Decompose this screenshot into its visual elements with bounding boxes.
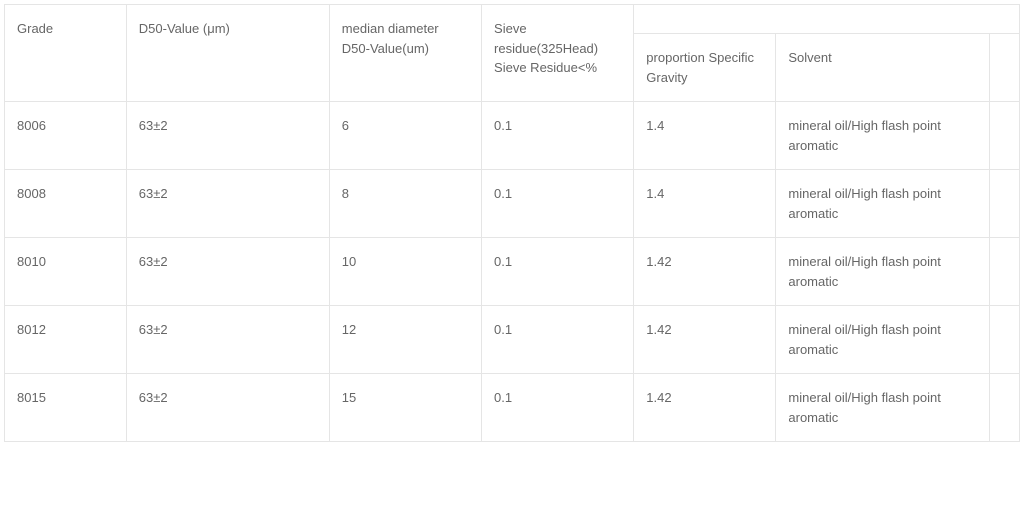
header-solvent: Solvent <box>776 34 989 102</box>
cell-solvent: mineral oil/High flash point aromatic <box>776 238 989 306</box>
header-d50value: D50-Value (μm) <box>126 5 329 102</box>
header-empty <box>989 34 1019 102</box>
cell-empty <box>989 238 1019 306</box>
cell-proportion: 1.42 <box>634 374 776 442</box>
cell-median: 15 <box>329 374 481 442</box>
cell-grade: 8015 <box>5 374 127 442</box>
cell-empty <box>989 306 1019 374</box>
cell-sieve: 0.1 <box>482 306 634 374</box>
header-proportion: proportion Specific Gravity <box>634 34 776 102</box>
header-sieve: Sieve residue(325Head) Sieve Residue<% <box>482 5 634 102</box>
cell-grade: 8010 <box>5 238 127 306</box>
header-grade: Grade <box>5 5 127 102</box>
table-header: Grade D50-Value (μm) median diameter D50… <box>5 5 1020 102</box>
specifications-table: Grade D50-Value (μm) median diameter D50… <box>4 4 1020 442</box>
table-row: 8015 63±2 15 0.1 1.42 mineral oil/High f… <box>5 374 1020 442</box>
cell-empty <box>989 374 1019 442</box>
cell-grade: 8006 <box>5 102 127 170</box>
cell-grade: 8008 <box>5 170 127 238</box>
cell-proportion: 1.42 <box>634 238 776 306</box>
cell-grade: 8012 <box>5 306 127 374</box>
table-body: 8006 63±2 6 0.1 1.4 mineral oil/High fla… <box>5 102 1020 442</box>
table-row: 8008 63±2 8 0.1 1.4 mineral oil/High fla… <box>5 170 1020 238</box>
cell-median: 6 <box>329 102 481 170</box>
cell-proportion: 1.4 <box>634 170 776 238</box>
cell-d50: 63±2 <box>126 102 329 170</box>
cell-empty <box>989 102 1019 170</box>
cell-sieve: 0.1 <box>482 374 634 442</box>
header-median: median diameter D50-Value(um) <box>329 5 481 102</box>
cell-solvent: mineral oil/High flash point aromatic <box>776 170 989 238</box>
cell-sieve: 0.1 <box>482 170 634 238</box>
cell-median: 8 <box>329 170 481 238</box>
cell-sieve: 0.1 <box>482 238 634 306</box>
table-row: 8006 63±2 6 0.1 1.4 mineral oil/High fla… <box>5 102 1020 170</box>
header-group-empty <box>634 5 1020 34</box>
cell-solvent: mineral oil/High flash point aromatic <box>776 306 989 374</box>
cell-d50: 63±2 <box>126 170 329 238</box>
cell-proportion: 1.42 <box>634 306 776 374</box>
cell-median: 12 <box>329 306 481 374</box>
table-row: 8010 63±2 10 0.1 1.42 mineral oil/High f… <box>5 238 1020 306</box>
cell-median: 10 <box>329 238 481 306</box>
cell-sieve: 0.1 <box>482 102 634 170</box>
cell-solvent: mineral oil/High flash point aromatic <box>776 102 989 170</box>
cell-proportion: 1.4 <box>634 102 776 170</box>
cell-empty <box>989 170 1019 238</box>
table-row: 8012 63±2 12 0.1 1.42 mineral oil/High f… <box>5 306 1020 374</box>
cell-d50: 63±2 <box>126 238 329 306</box>
cell-d50: 63±2 <box>126 306 329 374</box>
cell-solvent: mineral oil/High flash point aromatic <box>776 374 989 442</box>
cell-d50: 63±2 <box>126 374 329 442</box>
